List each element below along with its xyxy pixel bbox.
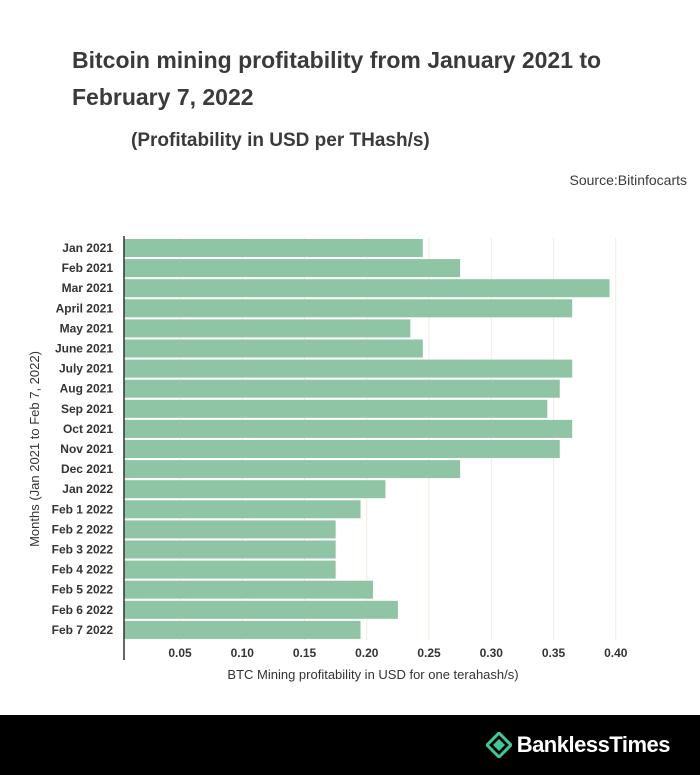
bar — [124, 239, 423, 257]
brand-logo[interactable]: BanklessTimes — [485, 732, 671, 758]
x-tick-label: 0.40 — [604, 646, 628, 660]
category-label: Feb 4 2022 — [52, 563, 114, 577]
grid-lines — [179, 238, 617, 640]
x-tick-label: 0.25 — [417, 646, 441, 660]
category-labels: Jan 2021 Feb 2021 Mar 2021 April 2021 May 20… — [52, 241, 114, 637]
bar — [124, 440, 560, 458]
category-label: Feb 2021 — [62, 261, 114, 275]
category-label: Feb 1 2022 — [52, 502, 114, 516]
category-label: Jan 2021 — [62, 241, 113, 255]
category-label: Aug 2021 — [60, 382, 114, 396]
bar — [124, 419, 573, 438]
bar — [124, 359, 573, 378]
bar-chart: Jan 2021 Feb 2021 Mar 2021 April 2021 May 20… — [27, 236, 628, 682]
category-label: Dec 2021 — [61, 462, 113, 476]
bar — [124, 500, 361, 519]
bar — [124, 540, 336, 559]
category-label: Mar 2021 — [62, 281, 114, 295]
bar — [124, 600, 398, 619]
category-label: Feb 7 2022 — [52, 623, 114, 637]
category-label: Feb 6 2022 — [52, 603, 114, 617]
chart-subtitle: (Profitability in USD per THash/s) — [131, 130, 430, 151]
category-label: Feb 3 2022 — [52, 543, 114, 557]
category-label: Oct 2021 — [63, 422, 113, 436]
bar — [124, 560, 336, 579]
category-label: May 2021 — [60, 321, 114, 335]
x-tick-labels: 0.05 0.10 0.15 0.20 0.25 0.30 0.35 0.40 — [168, 646, 627, 660]
bar — [124, 620, 361, 639]
x-tick-label: 0.15 — [293, 646, 317, 660]
bar — [124, 379, 560, 398]
category-label: Jan 2022 — [62, 482, 113, 496]
x-tick-label: 0.30 — [480, 646, 504, 660]
category-label: June 2021 — [55, 342, 113, 356]
bar — [124, 279, 610, 298]
category-label: Sep 2021 — [61, 402, 113, 416]
bar — [124, 460, 461, 479]
bar — [124, 259, 461, 278]
bar — [124, 319, 411, 338]
footer-bar: BanklessTimes — [0, 715, 700, 775]
bankless-times-logo-icon — [485, 732, 512, 758]
category-label: Feb 5 2022 — [52, 583, 114, 597]
x-tick-label: 0.05 — [168, 646, 192, 660]
category-label: April 2021 — [56, 301, 114, 315]
bar — [124, 520, 336, 539]
bar — [124, 339, 423, 358]
category-label: Feb 2 2022 — [52, 522, 114, 536]
bars — [124, 239, 610, 639]
bar — [124, 580, 373, 599]
x-tick-label: 0.20 — [355, 646, 379, 660]
category-label: July 2021 — [59, 362, 113, 376]
bar — [124, 399, 548, 418]
x-axis-label: BTC Mining profitability in USD for one … — [227, 667, 518, 682]
x-tick-label: 0.10 — [231, 646, 255, 660]
bar — [124, 299, 573, 318]
bar — [124, 480, 386, 499]
x-tick-label: 0.35 — [542, 646, 566, 660]
chart-title: Bitcoin mining profitability from Januar… — [72, 47, 602, 110]
y-axis-label: Months (Jan 2021 to Feb 7, 2022) — [27, 351, 42, 547]
brand-name: BanklessTimes — [516, 732, 671, 757]
source-note: Source:Bitinfocarts — [569, 172, 688, 188]
category-label: Nov 2021 — [60, 442, 113, 456]
